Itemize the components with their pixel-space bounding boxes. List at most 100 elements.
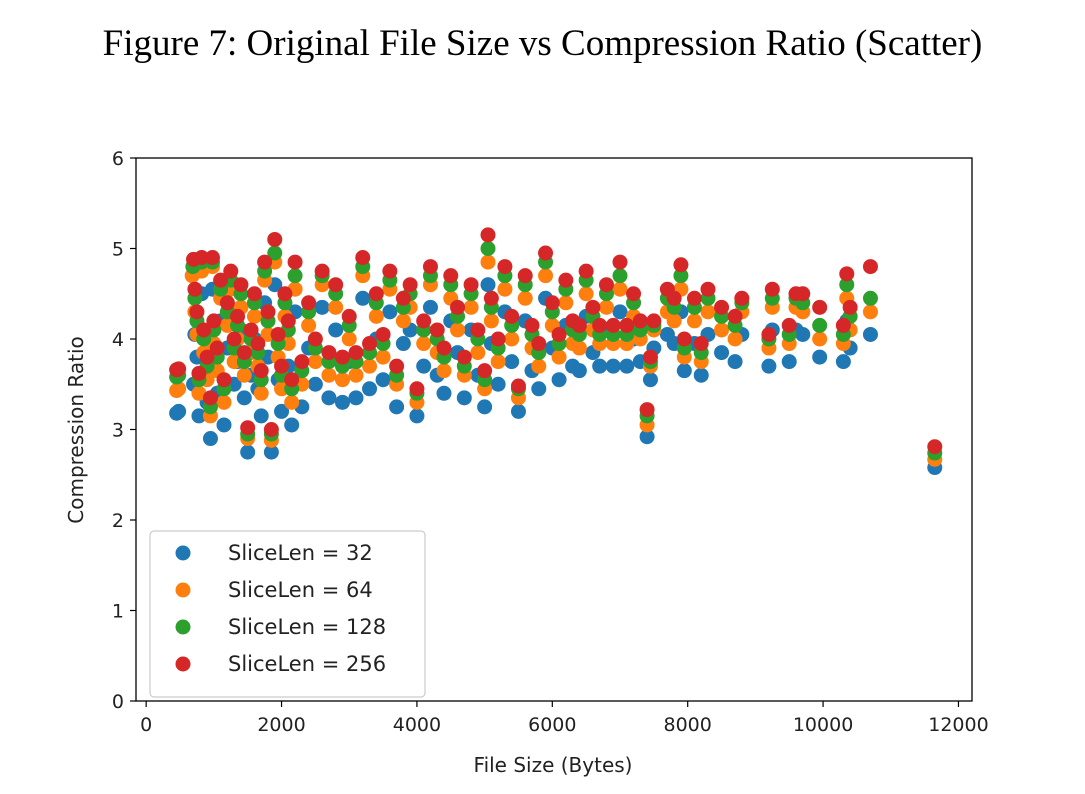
- data-point: [761, 358, 777, 374]
- data-point: [612, 304, 628, 320]
- data-point: [301, 317, 317, 333]
- data-point: [314, 299, 330, 315]
- data-point: [246, 308, 262, 324]
- data-point: [260, 304, 276, 320]
- data-point: [477, 399, 493, 415]
- legend-label: SliceLen = 64: [228, 578, 373, 602]
- data-point: [693, 336, 709, 352]
- data-point: [835, 354, 851, 370]
- data-point: [483, 313, 499, 329]
- data-point: [270, 326, 286, 342]
- data-point: [362, 358, 378, 374]
- data-point: [531, 381, 547, 397]
- data-point: [612, 281, 628, 297]
- data-point: [480, 254, 496, 270]
- x-tick-label: 10000: [793, 714, 853, 736]
- data-point: [531, 358, 547, 374]
- x-axis: 0 2000 4000 6000 8000 10000 12000: [140, 701, 989, 736]
- data-point: [510, 378, 526, 394]
- data-point: [395, 290, 411, 306]
- data-point: [321, 345, 337, 361]
- data-point: [812, 349, 828, 365]
- data-point: [216, 394, 232, 410]
- data-point: [781, 354, 797, 370]
- legend-marker: [175, 582, 191, 598]
- data-point: [727, 354, 743, 370]
- data-point: [436, 340, 452, 356]
- data-point: [375, 372, 391, 388]
- data-point: [517, 268, 533, 284]
- data-point: [284, 372, 300, 388]
- data-point: [480, 277, 496, 293]
- data-point: [578, 263, 594, 279]
- data-point: [355, 250, 371, 266]
- data-point: [416, 336, 432, 352]
- data-point: [551, 372, 567, 388]
- data-point: [470, 345, 486, 361]
- data-point: [761, 326, 777, 342]
- data-point: [592, 358, 608, 374]
- data-point: [598, 277, 614, 293]
- legend-label: SliceLen = 128: [228, 615, 386, 639]
- data-point: [795, 286, 811, 302]
- data-point: [504, 331, 520, 347]
- data-point: [348, 390, 364, 406]
- x-tick-label: 8000: [664, 714, 712, 736]
- scatter-points: [169, 227, 943, 476]
- data-point: [504, 308, 520, 324]
- x-tick-label: 4000: [393, 714, 441, 736]
- y-tick-label: 2: [112, 510, 124, 532]
- data-point: [257, 254, 273, 270]
- data-point: [632, 313, 648, 329]
- data-point: [551, 326, 567, 342]
- data-point: [700, 281, 716, 297]
- data-point: [341, 308, 357, 324]
- data-point: [517, 290, 533, 306]
- data-point: [497, 259, 513, 275]
- x-tick-label: 0: [140, 714, 152, 736]
- data-point: [348, 345, 364, 361]
- data-point: [646, 313, 662, 329]
- data-point: [334, 372, 350, 388]
- data-point: [277, 286, 293, 302]
- data-point: [243, 322, 259, 338]
- data-point: [470, 322, 486, 338]
- data-point: [839, 266, 855, 282]
- data-point: [585, 299, 601, 315]
- data-point: [812, 317, 828, 333]
- data-point: [578, 286, 594, 302]
- data-point: [676, 331, 692, 347]
- data-point: [202, 390, 218, 406]
- data-point: [240, 420, 256, 436]
- data-point: [307, 331, 323, 347]
- data-point: [328, 299, 344, 315]
- data-point: [463, 299, 479, 315]
- data-point: [233, 277, 249, 293]
- data-point: [714, 322, 730, 338]
- data-point: [274, 403, 290, 419]
- legend-label: SliceLen = 256: [228, 652, 386, 676]
- data-point: [558, 295, 574, 311]
- data-point: [862, 290, 878, 306]
- data-point: [764, 281, 780, 297]
- data-point: [382, 304, 398, 320]
- data-point: [477, 363, 493, 379]
- data-point: [355, 290, 371, 306]
- data-point: [395, 313, 411, 329]
- data-point: [673, 257, 689, 273]
- data-point: [436, 385, 452, 401]
- data-point: [727, 308, 743, 324]
- data-point: [686, 290, 702, 306]
- data-point: [191, 385, 207, 401]
- data-point: [612, 254, 628, 270]
- data-point: [284, 417, 300, 433]
- data-point: [240, 444, 256, 460]
- data-point: [642, 372, 658, 388]
- data-point: [307, 376, 323, 392]
- data-point: [341, 331, 357, 347]
- data-point: [639, 402, 655, 418]
- y-tick-label: 3: [112, 420, 124, 442]
- data-point: [382, 263, 398, 279]
- data-point: [639, 429, 655, 445]
- data-point: [626, 286, 642, 302]
